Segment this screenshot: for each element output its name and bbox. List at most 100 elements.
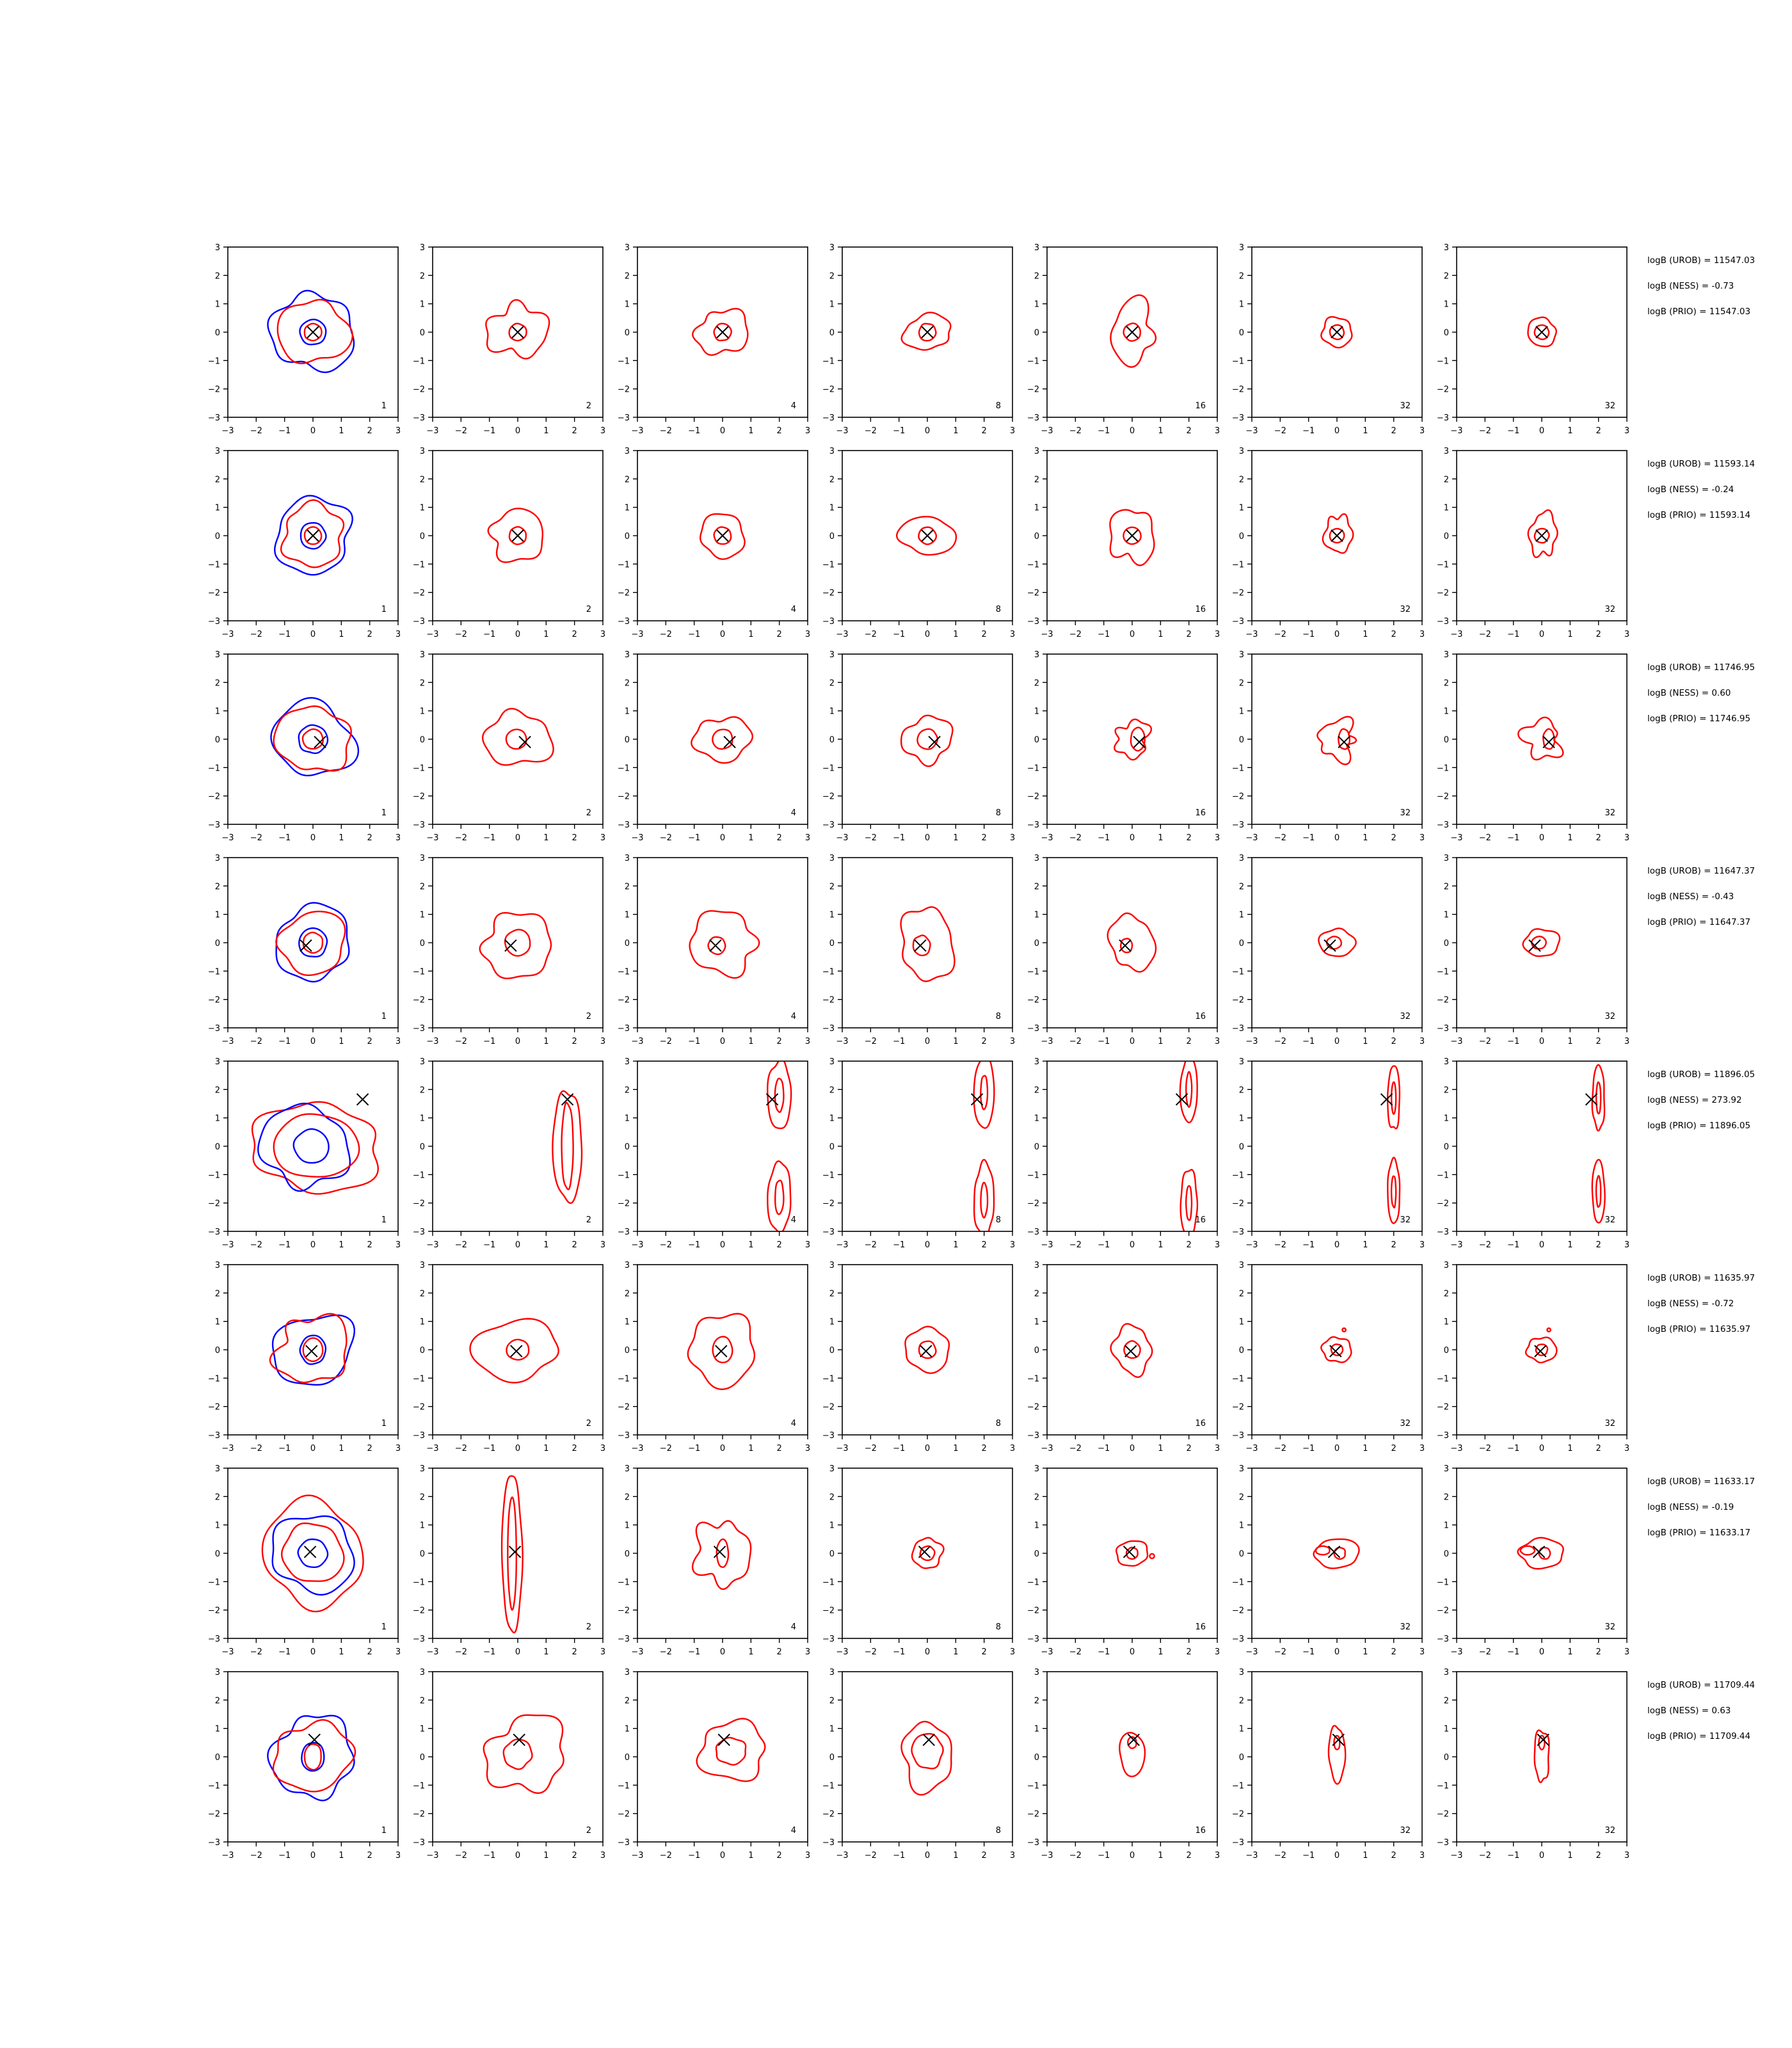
red-contour — [1333, 1546, 1346, 1560]
true-value-marker — [1532, 1546, 1546, 1558]
true-value-marker — [1585, 1093, 1598, 1106]
x-tick-label: 1 — [953, 1851, 958, 1860]
x-tick-label: 0 — [1334, 1444, 1340, 1453]
true-value-marker — [723, 735, 736, 749]
x-tick-label: 1 — [1567, 833, 1572, 843]
red-contour — [275, 910, 346, 977]
x-tick-label: −2 — [455, 1444, 467, 1453]
x-tick-label: −2 — [865, 1647, 877, 1657]
y-tick-label: 1 — [420, 911, 425, 920]
y-tick-label: 1 — [215, 504, 220, 513]
y-tick-label: −1 — [618, 560, 630, 570]
x-tick-label: 0 — [1539, 1444, 1544, 1453]
blue-contour — [299, 1334, 327, 1365]
y-tick-label: −3 — [1027, 1431, 1039, 1441]
x-tick-label: −1 — [1098, 630, 1110, 639]
y-tick-label: 3 — [1034, 1464, 1039, 1474]
y-tick-label: 3 — [215, 1057, 220, 1067]
y-tick-label: −3 — [1232, 1024, 1244, 1034]
x-tick-label: −2 — [250, 1444, 262, 1453]
contour-group — [1527, 509, 1558, 558]
y-tick-label: 3 — [1239, 447, 1244, 456]
y-tick-label: 1 — [1444, 504, 1449, 513]
x-tick-label: 3 — [1010, 1851, 1015, 1860]
x-tick-label: 0 — [515, 426, 520, 436]
y-tick-label: 0 — [215, 328, 220, 338]
y-tick-label: −3 — [618, 1024, 630, 1034]
y-tick-label: −2 — [1027, 1199, 1039, 1209]
panel-r1-c1: −3−3 −2 −2 −1 −1 0 0 1 1 2 2 3 3 1 — [208, 243, 401, 436]
x-tick-label: −2 — [250, 833, 262, 843]
x-tick-label: −1 — [1302, 1851, 1315, 1860]
x-tick-label: 2 — [982, 1851, 987, 1860]
panel-r2-c4: −3−3 −2 −2 −1 −1 0 0 1 1 2 2 3 3 8 — [822, 447, 1015, 639]
red-contour — [1329, 324, 1345, 340]
y-tick-label: 2 — [1444, 882, 1449, 892]
logb-label: logB (UROB) = 11709.44 — [1647, 1680, 1755, 1690]
y-tick-label: −2 — [413, 385, 425, 395]
x-tick-label: 1 — [1363, 630, 1368, 639]
marker-stroke — [1338, 735, 1350, 749]
x-tick-label: 2 — [777, 426, 782, 436]
x-tick-label: 3 — [396, 426, 401, 436]
y-tick-label: 1 — [1239, 911, 1244, 920]
red-contour — [712, 1336, 733, 1364]
red-contour — [918, 526, 938, 545]
x-tick-label: −2 — [660, 833, 672, 843]
y-tick-label: 0 — [1239, 939, 1244, 948]
red-contour — [1123, 322, 1141, 342]
y-tick-label: 0 — [1444, 328, 1449, 338]
contour-group — [767, 1061, 792, 1231]
true-value-marker — [1126, 326, 1139, 339]
y-tick-label: 0 — [420, 939, 425, 948]
y-tick-label: −2 — [1027, 792, 1039, 802]
y-tick-label: 2 — [625, 678, 630, 688]
x-tick-label: −1 — [893, 1851, 905, 1860]
axes-frame — [842, 653, 1013, 825]
x-tick-label: 0 — [720, 1240, 725, 1250]
red-contour — [276, 299, 353, 365]
y-tick-label: 2 — [829, 1289, 835, 1299]
panel-r8-c3: −3−3 −2 −2 −1 −1 0 0 1 1 2 2 3 3 4 — [618, 1668, 810, 1860]
marker-stroke — [765, 1093, 779, 1106]
x-tick-label: −3 — [1450, 1037, 1462, 1046]
x-tick-label: 3 — [600, 1037, 605, 1046]
marker-stroke — [1380, 1093, 1393, 1106]
panel-r1-c5: −3−3 −2 −2 −1 −1 0 0 1 1 2 2 3 3 16 — [1027, 243, 1220, 436]
contour-group — [904, 1325, 950, 1374]
panel-label: 32 — [1400, 1012, 1411, 1021]
marker-stroke — [1537, 1733, 1549, 1747]
y-tick-label: 1 — [420, 1521, 425, 1531]
red-contour — [980, 1075, 989, 1110]
panel-r1-c6: −3−3 −2 −2 −1 −1 0 0 1 1 2 2 3 3 32 — [1232, 243, 1425, 436]
red-contour — [1123, 1340, 1141, 1359]
y-tick-label: −3 — [413, 1024, 425, 1034]
x-tick-label: 1 — [748, 1037, 753, 1046]
red-contour — [1130, 726, 1146, 752]
x-tick-label: 0 — [1130, 1851, 1135, 1860]
x-tick-label: 0 — [925, 1240, 930, 1250]
y-tick-label: −1 — [1232, 1781, 1244, 1791]
y-tick-label: 3 — [420, 1057, 425, 1067]
contour-group — [1179, 1061, 1199, 1231]
y-tick-label: 1 — [1444, 1114, 1449, 1124]
x-tick-label: 2 — [982, 630, 987, 639]
y-tick-label: −2 — [413, 1403, 425, 1412]
y-tick-label: 1 — [1444, 707, 1449, 717]
panel-r3-c6: −3−3 −2 −2 −1 −1 0 0 1 1 2 2 3 3 32 — [1232, 650, 1425, 843]
red-contour — [900, 714, 954, 767]
x-tick-label: 3 — [1215, 1851, 1220, 1860]
x-tick-label: 2 — [1187, 1037, 1192, 1046]
x-tick-label: 1 — [748, 426, 753, 436]
panel-label: 1 — [381, 808, 387, 818]
x-tick-label: −3 — [1041, 1240, 1053, 1250]
x-tick-label: −3 — [1041, 833, 1053, 843]
x-tick-label: 2 — [982, 833, 987, 843]
y-tick-label: −2 — [1232, 1606, 1244, 1616]
red-contour — [1149, 1553, 1155, 1560]
x-tick-label: −3 — [426, 1444, 438, 1453]
true-value-marker — [314, 735, 326, 749]
axes-frame — [1251, 1060, 1423, 1232]
x-tick-label: −3 — [221, 426, 234, 436]
axes-frame — [842, 857, 1013, 1028]
